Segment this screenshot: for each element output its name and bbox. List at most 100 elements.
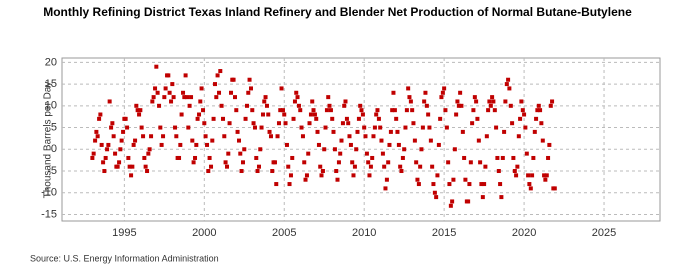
point <box>214 95 219 100</box>
point <box>363 134 368 139</box>
point <box>455 99 460 104</box>
point <box>193 155 198 160</box>
point <box>194 142 199 147</box>
point <box>447 182 452 187</box>
point <box>411 121 416 126</box>
point <box>424 103 429 108</box>
point <box>143 164 148 169</box>
point <box>358 103 363 108</box>
point <box>534 116 539 121</box>
point <box>327 103 332 108</box>
point <box>339 138 344 143</box>
point <box>211 116 216 121</box>
point <box>388 129 393 134</box>
point <box>498 182 503 187</box>
point <box>111 134 116 139</box>
point <box>376 116 381 121</box>
y-tick-label: -5 <box>47 165 57 177</box>
point <box>142 155 147 160</box>
point <box>330 116 335 121</box>
point <box>418 164 423 169</box>
point <box>258 147 263 152</box>
point <box>209 164 214 169</box>
point <box>352 164 357 169</box>
point <box>355 129 360 134</box>
point <box>431 182 436 187</box>
point <box>495 155 500 160</box>
source: Source: U.S. Energy Information Administ… <box>30 253 219 263</box>
point <box>500 155 505 160</box>
point <box>432 190 437 195</box>
point <box>247 77 252 82</box>
point <box>454 112 459 117</box>
point <box>295 95 300 100</box>
point <box>544 173 549 178</box>
point <box>343 99 348 104</box>
point <box>125 125 130 130</box>
point <box>267 129 272 134</box>
point <box>202 121 207 126</box>
point <box>173 125 178 130</box>
point <box>103 155 108 160</box>
point <box>213 82 218 87</box>
point <box>312 112 317 117</box>
point <box>434 195 439 200</box>
point <box>371 134 376 139</box>
point <box>527 182 532 187</box>
point <box>227 121 232 126</box>
point <box>210 138 215 143</box>
point <box>540 138 545 143</box>
point <box>226 151 231 156</box>
point <box>503 99 508 104</box>
point <box>420 125 425 130</box>
point <box>296 103 301 108</box>
point <box>542 173 547 178</box>
point <box>147 147 152 152</box>
point <box>170 82 175 87</box>
point <box>90 155 95 160</box>
point <box>189 95 194 100</box>
point <box>494 125 499 130</box>
point <box>456 103 461 108</box>
point <box>190 138 195 143</box>
point <box>450 199 455 204</box>
point <box>93 138 98 143</box>
point <box>406 86 411 91</box>
point <box>528 186 533 191</box>
point <box>222 134 227 139</box>
point <box>197 112 202 117</box>
point <box>139 125 144 130</box>
x-tick-label: 2020 <box>512 227 536 239</box>
point <box>302 160 307 165</box>
point <box>334 169 339 174</box>
point <box>374 112 379 117</box>
point <box>135 108 140 113</box>
point <box>246 90 251 95</box>
point <box>303 177 308 182</box>
point <box>279 86 284 91</box>
point <box>459 103 464 108</box>
point <box>519 99 524 104</box>
point <box>347 134 352 139</box>
point <box>387 142 392 147</box>
point <box>435 173 440 178</box>
point <box>359 108 364 113</box>
point <box>326 95 331 100</box>
point <box>524 151 529 156</box>
point <box>115 164 120 169</box>
point <box>375 108 380 113</box>
point <box>474 99 479 104</box>
point <box>522 112 527 117</box>
point <box>237 138 242 143</box>
chart-title: Monthly Refining District Texas Inland R… <box>43 5 632 19</box>
y-tick-label: -10 <box>41 187 57 199</box>
point <box>315 129 320 134</box>
point <box>412 138 417 143</box>
point <box>408 99 413 104</box>
point <box>451 177 456 182</box>
point <box>398 164 403 169</box>
point <box>479 182 484 187</box>
point <box>471 108 476 113</box>
y-tick-label: 10 <box>45 100 57 112</box>
point <box>348 142 353 147</box>
